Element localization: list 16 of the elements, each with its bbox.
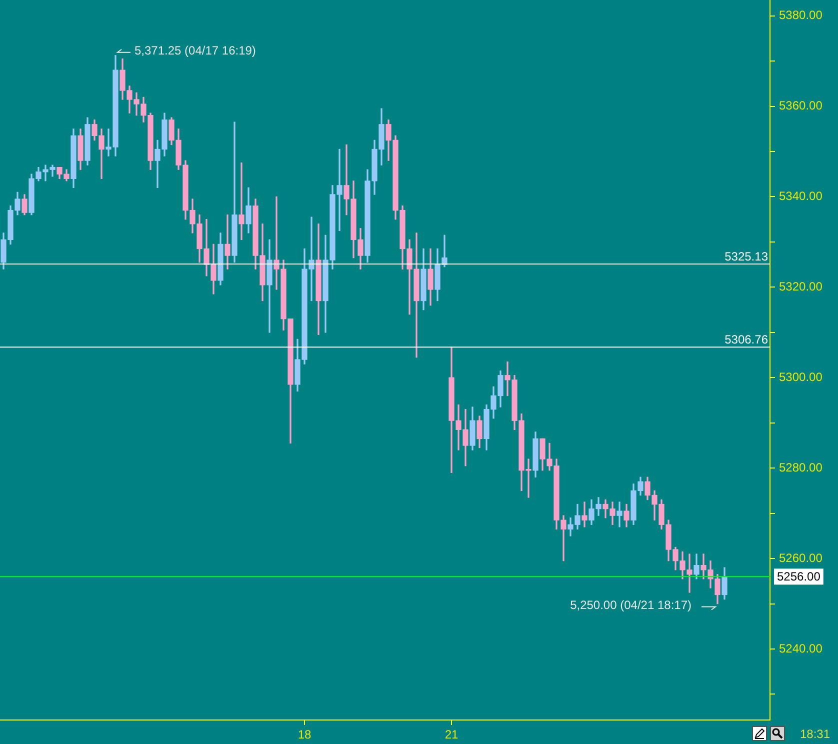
ref-line-label: 5306.76 (724, 332, 768, 346)
annotation: 5,250.00 (04/21 18:17) (570, 598, 692, 612)
y-tick-label: 5340.00 (779, 189, 823, 204)
text: 18:31 (800, 727, 830, 741)
y-tick-label: 5280.00 (779, 460, 823, 474)
y-tick-label: 5260.00 (779, 550, 823, 565)
y-tick-label: 5300.00 (779, 370, 823, 384)
ref-line-label: 5325.13 (724, 249, 768, 264)
y-tick-label: 5320.00 (779, 280, 823, 294)
x-tick-label: 21 (444, 728, 458, 742)
y-tick-label: 5240.00 (779, 641, 823, 656)
ref-line-label: 5256.00 (777, 569, 821, 584)
y-tick-label: 5360.00 (779, 98, 823, 113)
y-tick-label: 5380.00 (779, 8, 823, 22)
x-tick-label: 18 (298, 728, 312, 742)
annotation: 5,371.25 (04/17 16:19) (134, 44, 256, 58)
